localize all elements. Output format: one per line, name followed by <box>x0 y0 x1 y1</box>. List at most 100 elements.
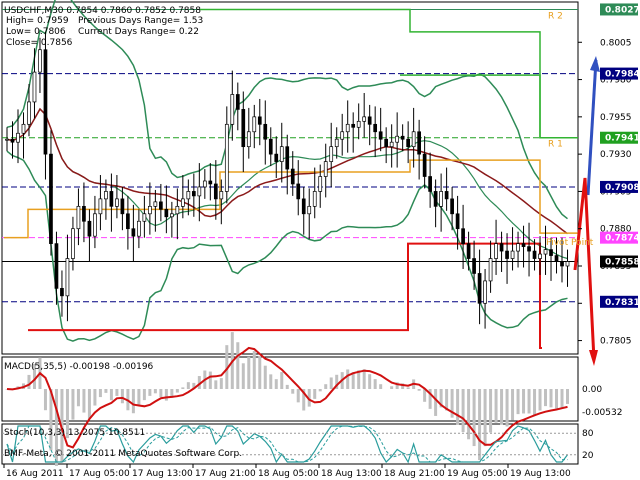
candle-body <box>367 116 372 125</box>
price-badge <box>600 131 638 144</box>
candle-body <box>389 141 394 148</box>
candle-body <box>98 198 103 215</box>
candle-body <box>213 183 218 200</box>
candle-body <box>230 94 235 125</box>
macd-bar <box>214 380 218 389</box>
candle-body <box>444 191 449 200</box>
candle-body <box>296 183 301 200</box>
candle-body <box>142 213 147 222</box>
candle-body <box>274 153 279 162</box>
candle-body <box>87 220 92 237</box>
candle-body <box>422 153 427 177</box>
macd-bar <box>104 389 108 393</box>
candle-body <box>71 228 75 259</box>
candle-body <box>93 213 97 237</box>
candle-body <box>175 205 180 215</box>
candle-body <box>202 180 207 188</box>
macd-bar <box>395 382 399 389</box>
price-badge <box>600 180 638 193</box>
candle-body <box>76 205 81 230</box>
macd-bar <box>247 356 251 389</box>
macd-min-label: -0.00532 <box>582 408 622 418</box>
macd-bar <box>313 389 317 399</box>
candle-body <box>235 94 240 110</box>
candle-body <box>340 131 345 140</box>
price-badge <box>600 255 638 268</box>
candle-body <box>148 205 152 215</box>
main-pane <box>1 1 579 355</box>
pivot-label: R 1 <box>548 140 563 150</box>
candle-body <box>428 176 432 192</box>
red-arrow-head <box>589 350 598 366</box>
high-label: High= 0.7959 <box>6 16 69 26</box>
price-badge-label: 0.8027 <box>605 5 640 15</box>
candle-body <box>323 161 328 177</box>
macd-bar <box>478 389 482 461</box>
candle-body <box>378 131 383 140</box>
candle-body <box>543 249 548 255</box>
macd-bar <box>318 389 322 392</box>
candle-body <box>115 198 119 207</box>
candle-body <box>461 228 465 244</box>
candle-body <box>510 250 515 259</box>
candle-body <box>312 191 317 207</box>
macd-bar <box>483 389 487 447</box>
candle-body <box>126 213 130 230</box>
macd-bar <box>538 389 542 411</box>
candle-body <box>208 180 213 185</box>
candle-body <box>27 101 31 125</box>
bollinger-upper-line <box>6 0 568 220</box>
macd-bar <box>307 389 311 407</box>
candle-body <box>159 201 163 210</box>
candle-body <box>549 249 553 256</box>
candle-body <box>307 205 312 215</box>
candle-body <box>268 138 273 155</box>
candle-body <box>411 131 416 148</box>
macd-bar <box>461 389 465 433</box>
candle-body <box>318 176 323 192</box>
macd-bar <box>27 374 31 389</box>
candle-body <box>488 258 493 282</box>
macd-bar <box>263 365 267 389</box>
macd-bar <box>269 374 273 389</box>
x-tick-label: 16 Aug 2011 <box>6 469 64 479</box>
candle-body <box>43 49 48 155</box>
x-tick-label: 19 Aug 13:00 <box>510 469 571 479</box>
candle-body <box>180 198 185 207</box>
blue-arrow-head <box>590 56 600 72</box>
candle-body <box>21 123 26 134</box>
macd-bar <box>93 389 97 406</box>
copyright-label: BMF-Meta, © 2001-2011 MetaQuotes Softwar… <box>4 449 243 459</box>
macd-bar <box>368 374 372 389</box>
candle-body <box>131 228 136 237</box>
price-badge <box>600 3 638 16</box>
macd-bar <box>346 369 350 389</box>
macd-bar <box>329 377 333 389</box>
candle-body <box>60 288 64 297</box>
price-badge <box>600 295 638 308</box>
macd-bar <box>43 389 47 411</box>
candle-body <box>104 191 108 200</box>
candle-body <box>466 243 471 259</box>
macd-bar <box>258 356 262 389</box>
prev-range-label: Previous Days Range= 1.53 <box>78 16 204 26</box>
price-badge-label: 0.7941 <box>605 134 640 144</box>
macd-bar <box>379 384 383 389</box>
candle-body <box>263 123 268 140</box>
macd-bar <box>467 389 471 440</box>
stoch-20-label: 20 <box>582 451 594 461</box>
pivot-label: Pivot Point <box>546 238 594 248</box>
macd-bar <box>511 389 515 421</box>
candle-body <box>5 138 9 141</box>
macd-bar <box>131 389 135 414</box>
macd-bar <box>186 382 190 389</box>
candle-body <box>356 120 361 128</box>
macd-bar <box>522 389 526 414</box>
macd-bar <box>560 389 564 409</box>
macd-bar <box>527 389 531 414</box>
macd-bar <box>159 389 163 398</box>
x-tick-label: 18 Aug 05:00 <box>258 469 319 479</box>
macd-bar <box>450 389 454 418</box>
candle-body <box>49 153 53 244</box>
candle-body <box>554 255 559 262</box>
